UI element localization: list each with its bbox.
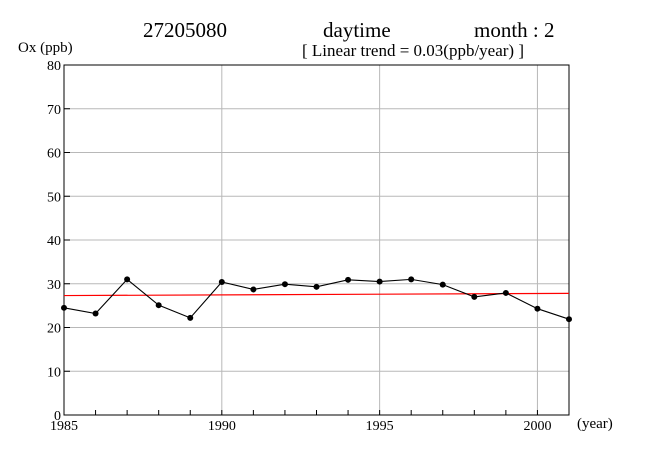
y-tick-label: 0 bbox=[54, 409, 61, 424]
data-point bbox=[471, 293, 478, 300]
data-point bbox=[376, 278, 383, 285]
y-tick-label: 10 bbox=[47, 365, 61, 380]
x-tick-label: 1990 bbox=[208, 419, 236, 434]
x-tick-label: 1995 bbox=[366, 419, 394, 434]
data-point bbox=[281, 281, 288, 288]
y-axis-label: Ox (ppb) bbox=[18, 40, 73, 56]
data-point bbox=[534, 305, 541, 312]
data-point bbox=[439, 281, 446, 288]
data-point bbox=[155, 302, 162, 309]
x-tick-label: 2000 bbox=[523, 419, 551, 434]
x-axis-label: (year) bbox=[577, 416, 613, 432]
data-point bbox=[187, 314, 194, 321]
data-point bbox=[92, 310, 99, 317]
data-point bbox=[566, 316, 572, 323]
y-tick-label: 70 bbox=[47, 103, 61, 118]
trend-line bbox=[63, 292, 570, 297]
trend-label: [ Linear trend = 0.03(ppb/year) ] bbox=[302, 41, 524, 60]
y-tick-label: 40 bbox=[47, 234, 61, 249]
y-tick-label: 60 bbox=[47, 147, 61, 162]
grid-lines bbox=[63, 64, 570, 416]
data-point bbox=[61, 304, 67, 311]
y-tick-label: 20 bbox=[47, 322, 61, 337]
x-tick-label: 1985 bbox=[50, 419, 78, 434]
y-tick-label: 50 bbox=[47, 190, 61, 205]
y-tick-label: 30 bbox=[47, 278, 61, 293]
plot-frame bbox=[63, 64, 570, 416]
data-point bbox=[218, 279, 225, 285]
station-id: 27205080 bbox=[143, 18, 227, 42]
data-point bbox=[345, 276, 352, 283]
y-tick-label: 80 bbox=[47, 59, 61, 74]
data-point bbox=[313, 283, 320, 290]
data-point bbox=[408, 276, 415, 283]
series-points bbox=[61, 276, 572, 323]
data-point bbox=[502, 289, 509, 296]
y-tick-labels: 0 10 20 30 40 50 60 70 80 bbox=[47, 59, 61, 424]
data-point bbox=[124, 276, 131, 283]
period-label: daytime bbox=[323, 18, 391, 42]
x-tick-labels: 1985 1990 1995 2000 bbox=[50, 419, 551, 434]
data-point bbox=[250, 286, 257, 293]
month-label: month : 2 bbox=[474, 18, 555, 42]
